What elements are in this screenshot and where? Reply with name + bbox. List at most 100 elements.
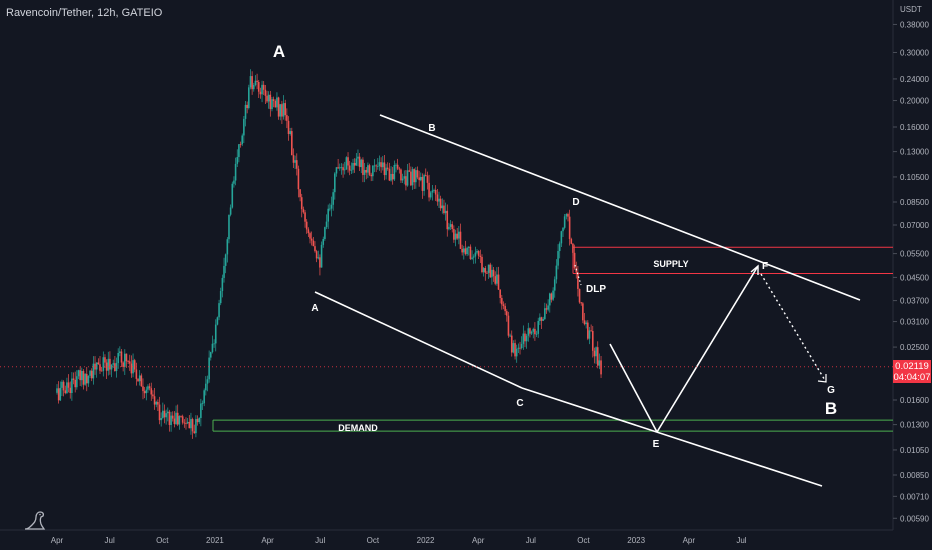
candle-body [193, 431, 196, 434]
candle-body [315, 251, 318, 259]
annotation-point-b: B [428, 123, 435, 134]
candle-body [461, 248, 463, 253]
candle-body [591, 330, 594, 351]
candle-body [95, 362, 98, 370]
candle-body [196, 418, 199, 423]
candle-body [593, 350, 596, 357]
candle-body [456, 233, 458, 239]
candle-body [105, 362, 108, 371]
candle-body [585, 322, 587, 325]
candle-body [102, 357, 105, 371]
current-price-value: 0.02119 [895, 361, 929, 372]
lower-trendline-left [314, 291, 523, 389]
candle-body [547, 305, 549, 310]
candle-body [596, 347, 599, 366]
candle-body [107, 358, 110, 371]
candle-body [358, 156, 361, 168]
candle-body [100, 370, 103, 372]
price-tick-label: 0.00850 [900, 471, 929, 480]
candle-body [368, 165, 371, 175]
candle-body [545, 308, 548, 310]
price-tick-label: 0.24000 [900, 75, 929, 84]
candle-body [332, 192, 334, 205]
candle-body [462, 248, 465, 253]
candle-body [395, 164, 397, 166]
candle-body [558, 243, 561, 252]
candle-body [373, 165, 376, 167]
candle-body [59, 387, 62, 401]
candle-body [261, 84, 263, 95]
price-tick-label: 0.05500 [900, 250, 929, 259]
candle-body [228, 214, 230, 240]
candle-body [408, 170, 411, 172]
candle-body [248, 87, 250, 109]
candle-body [428, 182, 430, 198]
candles-group [56, 69, 602, 439]
candle-body [557, 251, 559, 266]
time-tick-label: 2022 [417, 536, 435, 545]
candle-body [390, 173, 392, 181]
candle-body [348, 165, 351, 171]
candle-body [62, 381, 65, 391]
candle-body [377, 166, 379, 167]
candle-body [400, 169, 402, 181]
candle-body [128, 361, 131, 364]
candle-body [484, 268, 487, 273]
candle-body [213, 343, 215, 345]
candle-body [279, 104, 282, 117]
candle-body [458, 231, 460, 239]
candle-body [474, 252, 477, 257]
candle-body [330, 204, 333, 209]
annotation-dlp: DLP [586, 284, 606, 295]
candle-body [327, 208, 329, 222]
candle-body [360, 159, 363, 168]
annotation-demand: DEMAND [338, 423, 378, 433]
candle-body [137, 378, 139, 382]
candle-body [357, 156, 359, 159]
candle-body [312, 240, 315, 247]
candle-body [127, 361, 129, 362]
candle-body [319, 257, 321, 268]
candle-body [190, 419, 192, 429]
candle-body [291, 131, 293, 156]
candle-body [522, 333, 525, 344]
candle-body [257, 81, 260, 92]
candle-body [81, 370, 83, 381]
candle-body [378, 162, 381, 167]
candle-body [114, 363, 116, 372]
price-axis-currency: USDT [900, 5, 922, 14]
candle-body [130, 363, 133, 374]
candle-body [573, 252, 576, 268]
candle-body [572, 243, 574, 253]
candle-body [600, 360, 602, 375]
candle-body [459, 231, 462, 249]
candle-body [274, 101, 277, 108]
candle-body [251, 76, 253, 90]
price-tick-label: 0.30000 [900, 48, 929, 57]
candle-body [282, 103, 285, 117]
candle-body [502, 304, 505, 307]
candle-body [302, 209, 305, 213]
candle-body [386, 167, 389, 169]
candle-body [534, 328, 536, 335]
price-axis-panel [893, 0, 932, 530]
projection-up-to-f [656, 265, 759, 433]
candle-body [329, 208, 331, 210]
candle-body [57, 388, 60, 401]
candle-body [286, 115, 288, 121]
candle-body [56, 388, 58, 393]
candle-body [122, 362, 124, 367]
candle-body [451, 224, 454, 230]
candle-body [505, 311, 508, 316]
time-tick-label: Jul [736, 536, 746, 545]
arrowhead-g [817, 374, 827, 383]
candle-body [317, 257, 320, 259]
candle-body [119, 351, 121, 353]
candle-body [441, 205, 444, 209]
candle-body [477, 251, 480, 256]
candle-body [201, 403, 204, 405]
candle-body [391, 173, 394, 180]
arrowhead-f [750, 264, 759, 275]
